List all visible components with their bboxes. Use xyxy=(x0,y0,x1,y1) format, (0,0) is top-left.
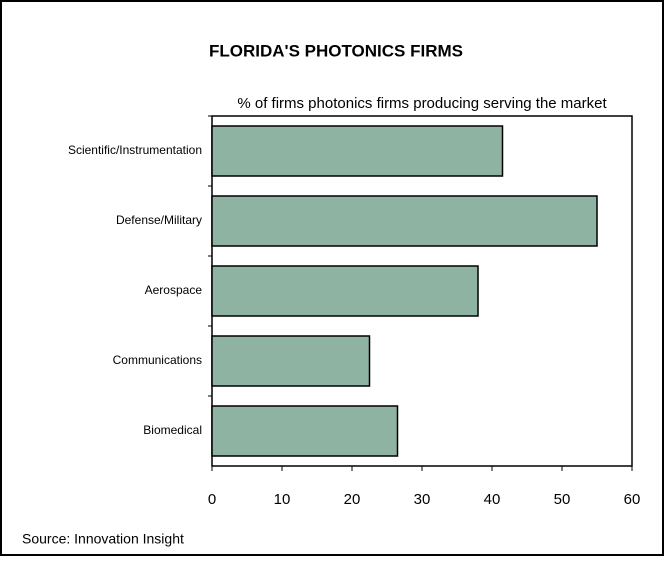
y-tick-label: Scientific/Instrumentation xyxy=(68,143,202,157)
chart-subtitle: % of firms photonics firms producing ser… xyxy=(237,95,607,112)
x-tick-label: 20 xyxy=(344,491,361,508)
y-tick-label: Biomedical xyxy=(143,423,202,437)
x-tick-label: 60 xyxy=(624,491,641,508)
bar xyxy=(211,265,479,317)
x-tick-label: 50 xyxy=(554,491,571,508)
y-tick-label: Defense/Military xyxy=(116,213,202,227)
y-tick-label: Communications xyxy=(113,353,202,367)
source: Source: Innovation Insight xyxy=(22,531,184,547)
bar xyxy=(211,335,371,387)
x-tick-label: 30 xyxy=(414,491,431,508)
bar xyxy=(211,125,504,177)
bar xyxy=(211,195,598,247)
x-tick-label: 0 xyxy=(208,491,216,508)
y-tick-label: Aerospace xyxy=(145,283,203,297)
x-tick-label: 40 xyxy=(484,491,501,508)
x-tick-label: 10 xyxy=(274,491,291,508)
chart-title: FLORIDA'S PHOTONICS FIRMS xyxy=(209,41,463,60)
bar xyxy=(211,405,399,457)
